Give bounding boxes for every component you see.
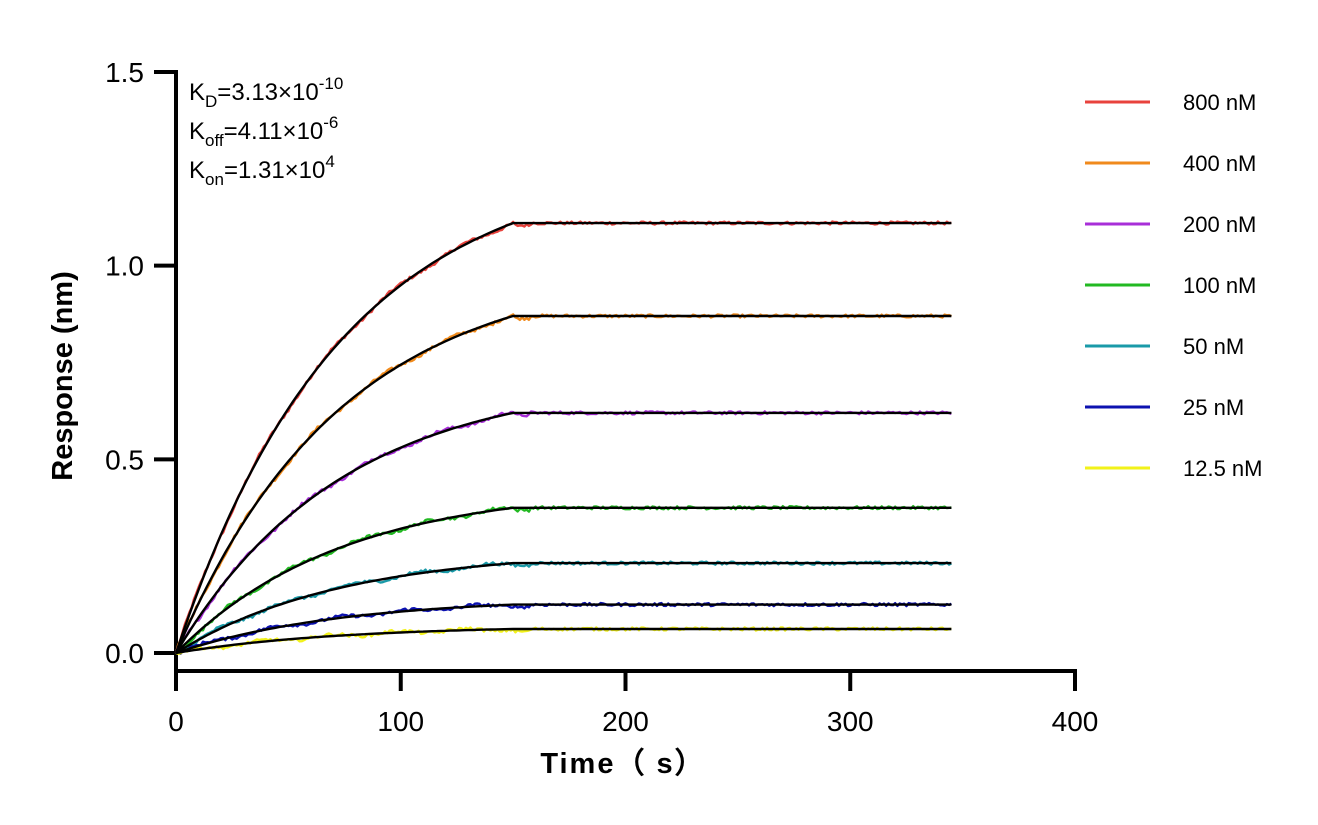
x-tick-label: 400 (1052, 706, 1099, 737)
fit-curve (174, 314, 952, 654)
data-series-line (174, 313, 952, 654)
fit-curve (174, 221, 952, 654)
fit-curve (175, 561, 952, 655)
fit-curve (175, 627, 952, 655)
legend-label: 400 nM (1183, 151, 1256, 176)
legend: 800 nM 400 nM 200 nM 100 nM 50 nM 25 nM 12.5 n… (1085, 90, 1263, 481)
y-tick-label: 1.0 (105, 251, 144, 282)
legend-label: 200 nM (1183, 212, 1256, 237)
legend-label: 25 nM (1183, 395, 1244, 420)
x-tick-label: 300 (827, 706, 874, 737)
fit-curve (174, 411, 952, 654)
y-axis-label: Response (nm) (47, 271, 79, 480)
kinetic-annotation: Kon=1.31×104 (189, 152, 335, 189)
kinetic-annotation: KD=3.13×10-10 (189, 74, 343, 111)
data-series-line (174, 220, 952, 654)
legend-label: 50 nM (1183, 334, 1244, 359)
fit-curve (175, 603, 952, 655)
fit-curve (175, 506, 952, 654)
x-tick-label: 0 (168, 706, 184, 737)
legend-label: 12.5 nM (1183, 456, 1263, 481)
data-series-line (174, 410, 952, 654)
data-series-line (175, 505, 952, 654)
legend-label: 100 nM (1183, 273, 1256, 298)
legend-label: 800 nM (1183, 90, 1256, 115)
data-series-line (175, 626, 952, 655)
axes: 0 100 200 300 400 0.0 0.5 1.0 1.5 (105, 57, 1098, 737)
x-tick-label: 100 (377, 706, 424, 737)
y-tick-label: 0.5 (105, 444, 144, 475)
kinetic-annotation: Koff=4.11×10-6 (189, 113, 338, 150)
fit-curves (174, 221, 952, 655)
data-curves (174, 220, 952, 655)
y-tick-label: 1.5 (105, 57, 144, 88)
y-tick-label: 0.0 (105, 638, 144, 669)
x-axis-label: Time（ s） (540, 747, 705, 780)
x-tick-label: 200 (602, 706, 649, 737)
